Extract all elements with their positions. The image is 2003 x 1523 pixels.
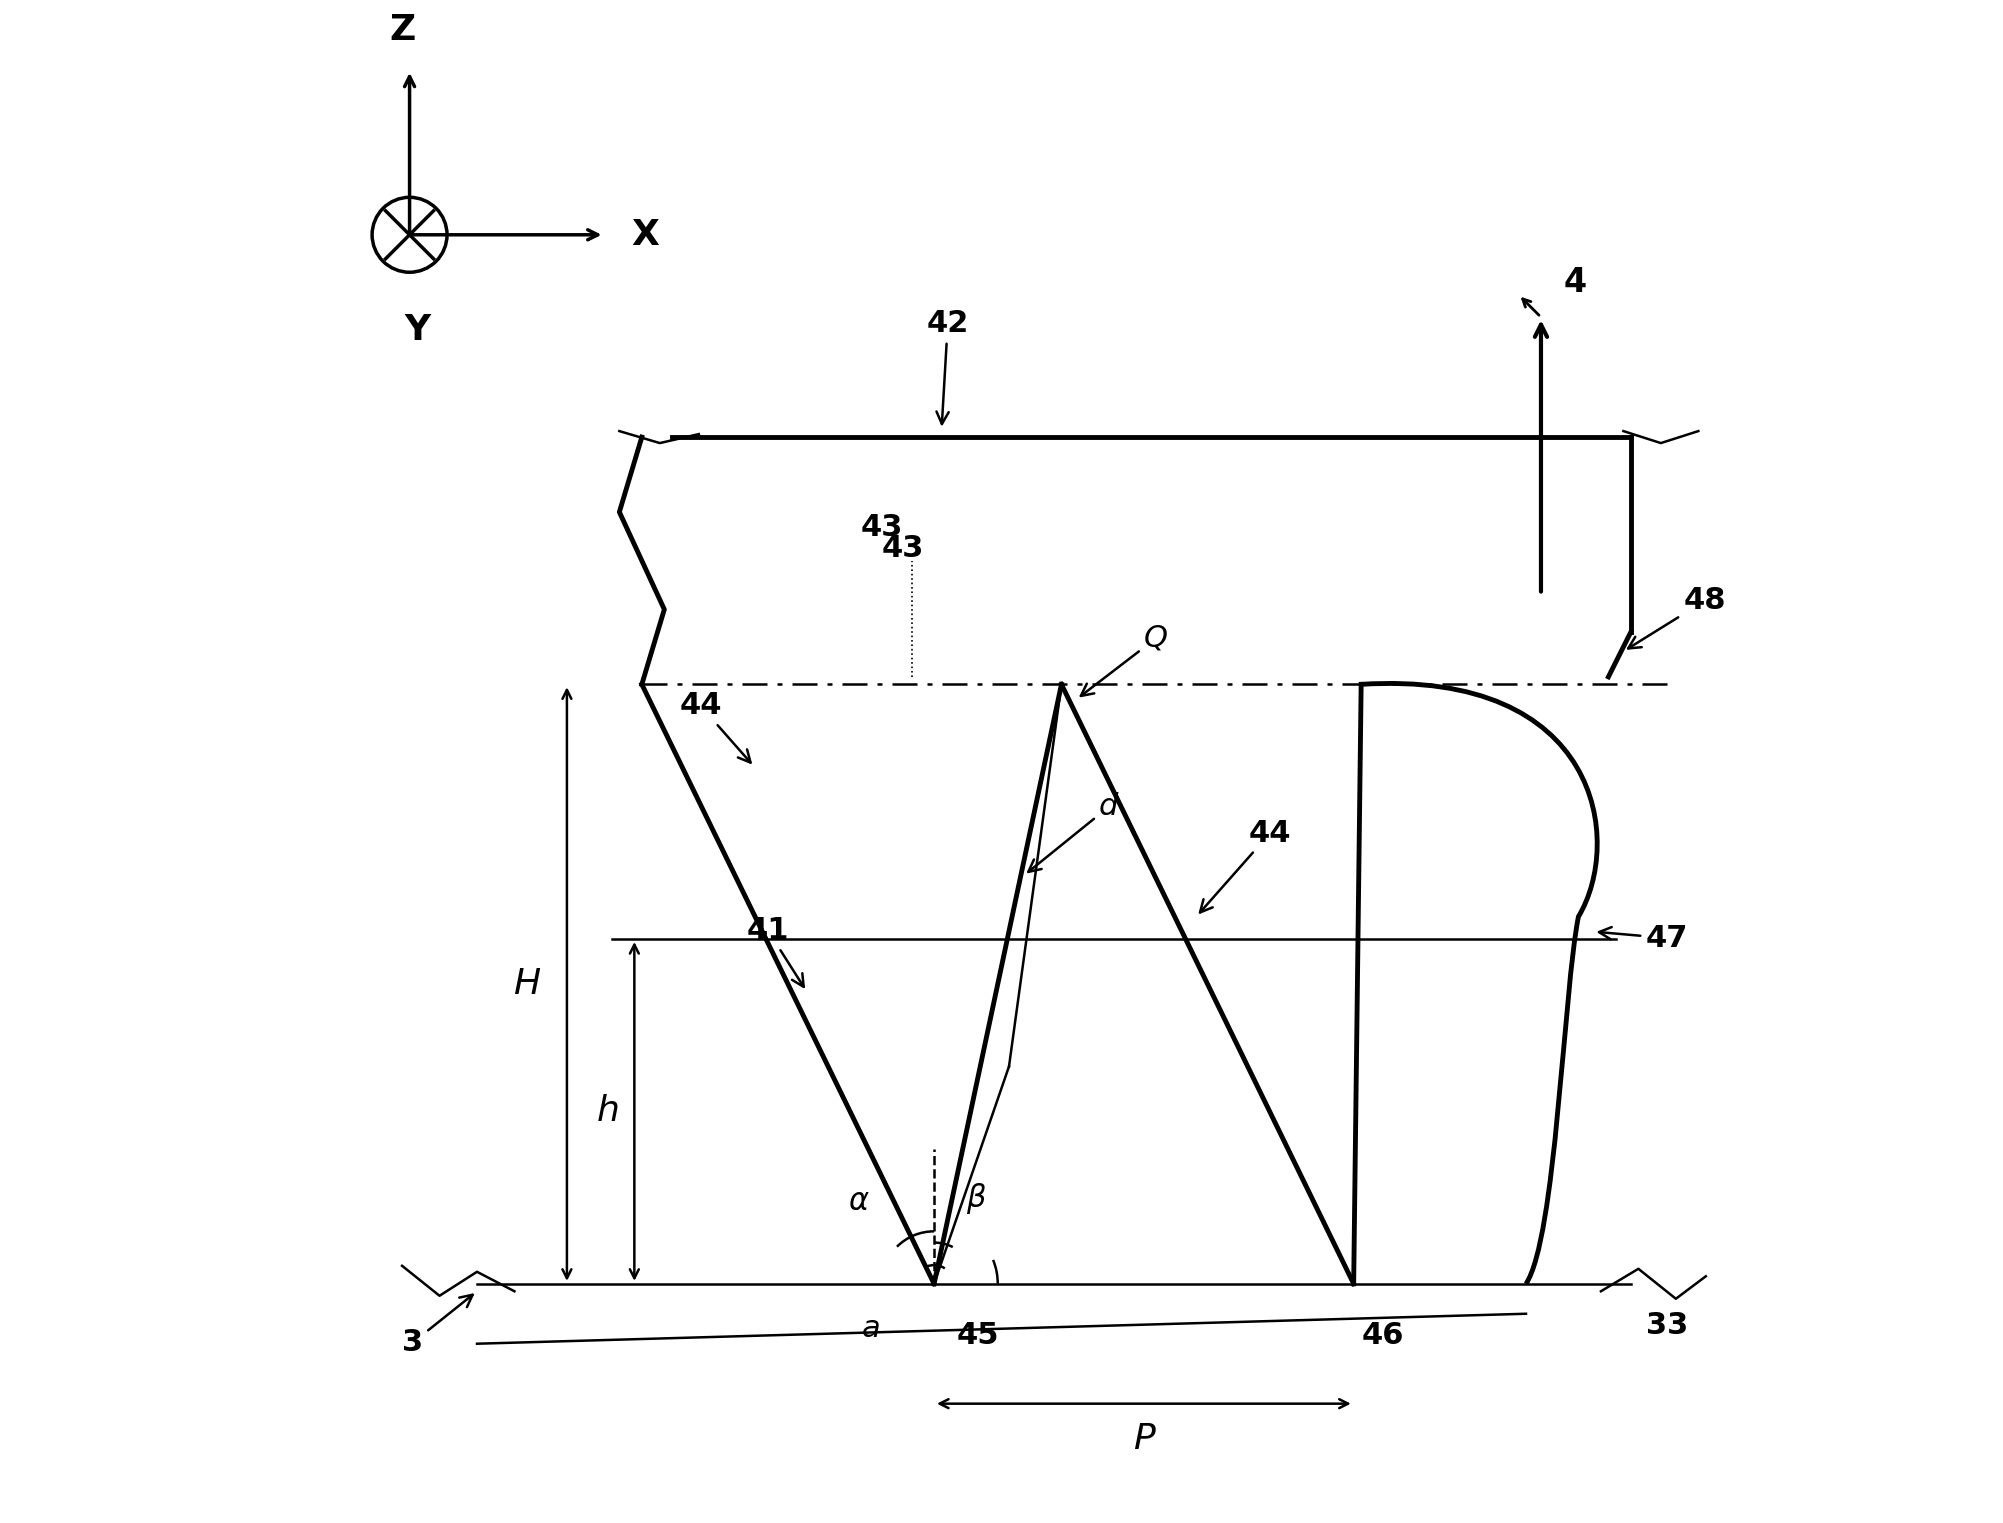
Text: 4: 4 (1564, 267, 1586, 299)
Text: 42: 42 (927, 309, 969, 423)
Text: $\beta$: $\beta$ (965, 1182, 985, 1217)
Text: X: X (631, 218, 659, 251)
Text: 41: 41 (747, 917, 803, 987)
Text: H: H (513, 967, 541, 1001)
Text: 45: 45 (957, 1322, 999, 1351)
Text: 47: 47 (1598, 923, 1689, 952)
Text: P: P (1134, 1421, 1156, 1456)
Text: a: a (861, 1314, 881, 1343)
Text: d: d (1028, 792, 1118, 871)
Text: 43: 43 (881, 535, 923, 659)
Text: Q: Q (1082, 624, 1168, 696)
Text: 3: 3 (403, 1295, 473, 1357)
Text: 46: 46 (1362, 1322, 1404, 1351)
Text: Y: Y (405, 312, 431, 347)
Text: 44: 44 (1200, 819, 1292, 912)
Text: 43: 43 (861, 513, 903, 542)
Text: 33: 33 (1646, 1311, 1689, 1340)
Text: 48: 48 (1628, 586, 1727, 649)
Text: h: h (597, 1095, 619, 1129)
Text: $\alpha$: $\alpha$ (849, 1188, 869, 1217)
Text: Z: Z (389, 14, 415, 47)
Text: 44: 44 (679, 691, 751, 763)
